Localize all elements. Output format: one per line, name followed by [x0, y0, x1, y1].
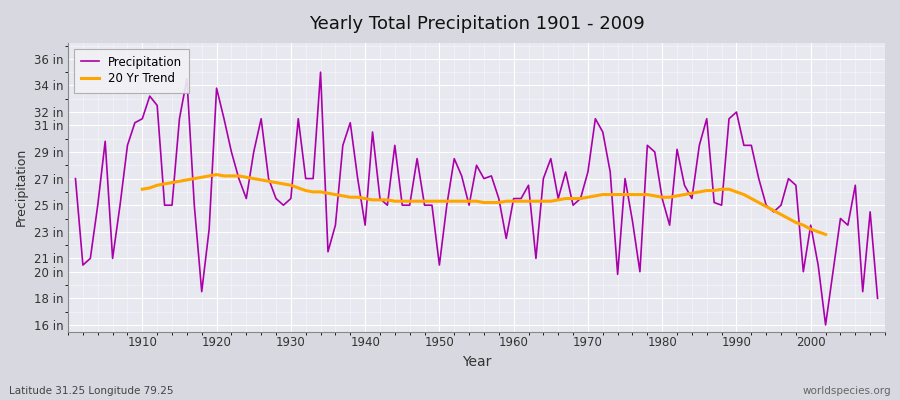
Legend: Precipitation, 20 Yr Trend: Precipitation, 20 Yr Trend: [74, 49, 189, 92]
X-axis label: Year: Year: [462, 355, 491, 369]
Line: Precipitation: Precipitation: [76, 72, 878, 325]
Precipitation: [516, 196, 526, 201]
20 Yr Trend: [820, 232, 831, 237]
Y-axis label: Precipitation: Precipitation: [15, 148, 28, 226]
Precipitation: [70, 176, 81, 181]
20 Yr Trend: [687, 191, 698, 196]
20 Yr Trend: [620, 192, 631, 197]
20 Yr Trend: [137, 187, 148, 192]
Precipitation: [820, 322, 831, 327]
Precipitation: [130, 120, 140, 125]
20 Yr Trend: [233, 174, 244, 178]
20 Yr Trend: [212, 172, 222, 177]
20 Yr Trend: [256, 178, 266, 182]
Precipitation: [345, 120, 356, 125]
Title: Yearly Total Precipitation 1901 - 2009: Yearly Total Precipitation 1901 - 2009: [309, 15, 644, 33]
Line: 20 Yr Trend: 20 Yr Trend: [142, 174, 825, 234]
Precipitation: [292, 116, 303, 121]
Text: worldspecies.org: worldspecies.org: [803, 386, 891, 396]
Precipitation: [315, 70, 326, 74]
20 Yr Trend: [486, 200, 497, 205]
Precipitation: [508, 196, 519, 201]
Precipitation: [872, 296, 883, 301]
20 Yr Trend: [285, 183, 296, 188]
Precipitation: [605, 170, 616, 174]
Text: Latitude 31.25 Longitude 79.25: Latitude 31.25 Longitude 79.25: [9, 386, 174, 396]
